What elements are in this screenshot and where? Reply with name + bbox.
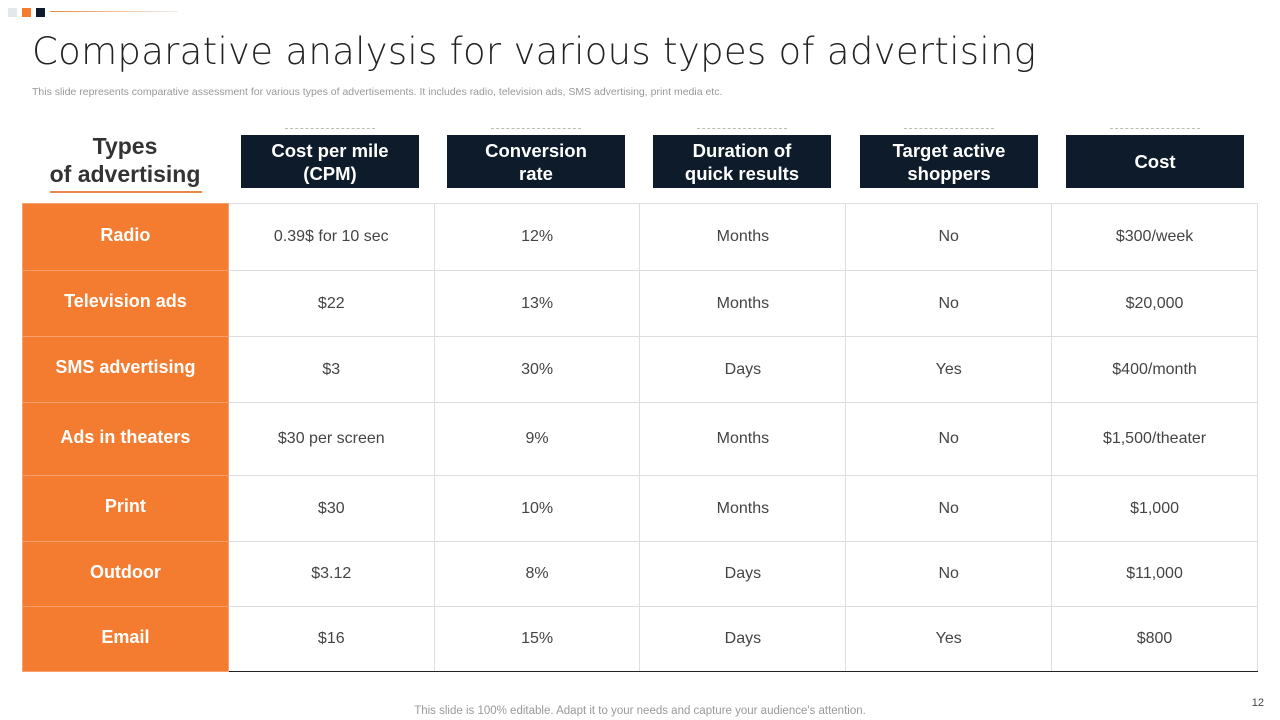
decor-square-orange [22, 8, 31, 17]
page-title: Comparative analysis for various types o… [32, 30, 1037, 73]
footer-note: This slide is 100% editable. Adapt it to… [414, 705, 866, 717]
column-header: Target active shoppers [860, 135, 1038, 188]
decor-dash [904, 128, 994, 129]
table-cell: 9% [433, 402, 641, 476]
table-cell: 10% [433, 475, 641, 542]
column-header-label: Duration of quick results [684, 139, 800, 184]
decor-dash [285, 128, 375, 129]
row-header: SMS advertising [22, 336, 229, 403]
table-cell: Months [639, 475, 847, 542]
title-underline [50, 191, 202, 193]
column-header-label: Conversion rate [485, 139, 587, 184]
table-cell: No [845, 203, 1053, 271]
table-cell: $16 [227, 606, 435, 672]
decor-dash [1110, 128, 1200, 129]
table-cell: $1,500/theater [1051, 402, 1258, 476]
table-row: Television ads $22 13% Months No $20,000 [22, 270, 1258, 337]
table-cell: $11,000 [1051, 541, 1258, 607]
table-cell: 12% [433, 203, 641, 271]
decor-square-light [8, 8, 17, 17]
column-header-label: Cost [1134, 151, 1176, 172]
table-cell: $30 per screen [227, 402, 435, 476]
row-header: Television ads [22, 270, 229, 337]
table-row: Outdoor $3.12 8% Days No $11,000 [22, 541, 1258, 607]
comparison-table: Radio 0.39$ for 10 sec 12% Months No $300/wee… [22, 203, 1258, 672]
table-cell: No [845, 475, 1053, 542]
table-cell: No [845, 270, 1053, 337]
table-row: Print $30 10% Months No $1,000 [22, 475, 1258, 542]
row-header-title: Types of advertising [22, 132, 228, 188]
column-header: Cost [1066, 135, 1244, 188]
table-cell: No [845, 402, 1053, 476]
page-subtitle: This slide represents comparative assess… [32, 86, 723, 98]
table-cell: $300/week [1051, 203, 1258, 271]
table-cell: $30 [227, 475, 435, 542]
column-header: Conversion rate [447, 135, 625, 188]
table-cell: Yes [845, 606, 1053, 672]
decor-dash [697, 128, 787, 129]
row-header-title-line2: of advertising [49, 161, 201, 187]
table-cell: Months [639, 402, 847, 476]
table-cell: Days [639, 336, 847, 403]
page-number: 12 [1251, 697, 1264, 709]
table-cell: $1,000 [1051, 475, 1258, 542]
table-cell: 0.39$ for 10 sec [227, 203, 435, 271]
row-header-title-line1: Types [92, 133, 158, 159]
table-cell: Days [639, 606, 847, 672]
table-cell: Yes [845, 336, 1053, 403]
row-header: Print [22, 475, 229, 542]
table-cell: $400/month [1051, 336, 1258, 403]
decor-dash [491, 128, 581, 129]
table-cell: $22 [227, 270, 435, 337]
table-row: Ads in theaters $30 per screen 9% Months No $… [22, 402, 1258, 476]
table-cell: $3.12 [227, 541, 435, 607]
row-header: Email [22, 606, 229, 672]
column-header-label: Target active shoppers [892, 139, 1006, 184]
table-cell: 8% [433, 541, 641, 607]
table-cell: $3 [227, 336, 435, 403]
decor-line [50, 11, 178, 12]
decor-square-dark [36, 8, 45, 17]
column-header: Cost per mile (CPM) [241, 135, 419, 188]
table-cell: $20,000 [1051, 270, 1258, 337]
table-cell: 30% [433, 336, 641, 403]
table-cell: Months [639, 203, 847, 271]
table-row: Radio 0.39$ for 10 sec 12% Months No $300/wee… [22, 203, 1258, 271]
table-row: Email $16 15% Days Yes $800 [22, 606, 1258, 672]
row-header: Radio [22, 203, 229, 271]
table-cell: 13% [433, 270, 641, 337]
table-cell: 15% [433, 606, 641, 672]
column-header: Duration of quick results [653, 135, 831, 188]
table-row: SMS advertising $3 30% Days Yes $400/month [22, 336, 1258, 403]
row-header: Ads in theaters [22, 402, 229, 476]
column-header-label: Cost per mile (CPM) [271, 139, 389, 184]
table-cell: Days [639, 541, 847, 607]
table-cell: No [845, 541, 1053, 607]
table-cell: $800 [1051, 606, 1258, 672]
row-header: Outdoor [22, 541, 229, 607]
table-cell: Months [639, 270, 847, 337]
